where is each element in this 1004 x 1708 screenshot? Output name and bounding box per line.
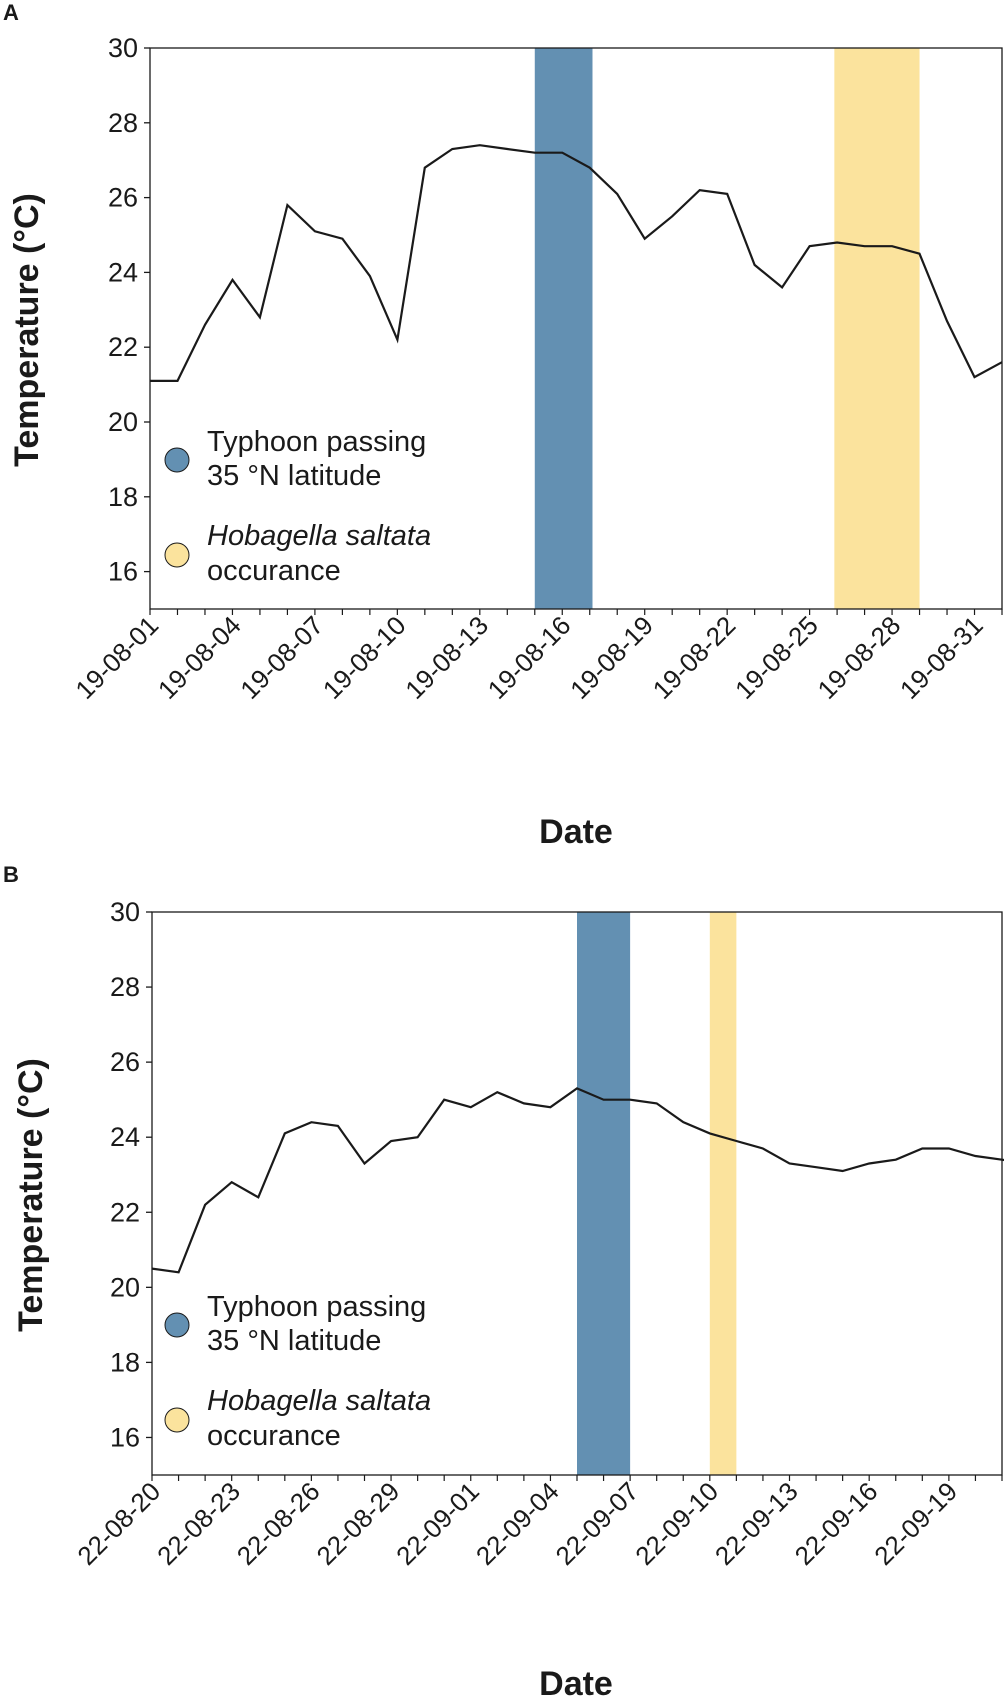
x-tick-label: 19-08-28 [811, 610, 906, 705]
y-tick-label: 18 [108, 482, 138, 512]
legend-typhoon-swatch [164, 447, 190, 473]
x-tick-label: 19-08-07 [234, 610, 329, 705]
y-tick-label: 20 [110, 1272, 140, 1302]
y-tick-label: 22 [110, 1197, 140, 1227]
legend-b: Typhoon passing 35 °N latitude Hobagella… [164, 1291, 431, 1452]
legend-occurrence-label-2: occurance [207, 555, 341, 587]
x-tick-label: 22-09-19 [868, 1476, 963, 1571]
legend-typhoon-swatch [164, 1312, 190, 1338]
x-ticks-b: 22-08-2022-08-2322-08-2622-08-2922-09-01… [71, 1475, 1003, 1571]
x-tick-label: 22-09-07 [550, 1476, 645, 1571]
y-tick-label: 24 [108, 257, 138, 287]
typhoon-band [534, 48, 593, 609]
y-tick-label: 22 [108, 332, 138, 362]
y-tick-label: 30 [108, 33, 138, 63]
temperature-line-a [150, 144, 1003, 382]
y-tick-label: 20 [108, 407, 138, 437]
x-tick-label: 19-08-22 [647, 610, 742, 705]
bands-a [534, 48, 920, 609]
x-tick-label: 19-08-10 [317, 610, 412, 705]
x-axis-label-b: Date [539, 1665, 613, 1703]
x-tick-label: 19-08-04 [152, 610, 247, 705]
x-tick-label: 22-09-04 [470, 1476, 565, 1571]
x-axis-label-a: Date [539, 813, 613, 851]
y-tick-label: 28 [110, 972, 140, 1002]
legend-typhoon-label-1: Typhoon passing [207, 1291, 426, 1323]
x-tick-label: 19-08-19 [564, 610, 659, 705]
plot-border [149, 47, 1003, 610]
x-tick-label: 22-09-10 [629, 1476, 724, 1571]
legend-occurrence-swatch [164, 542, 190, 568]
typhoon-band [577, 912, 631, 1475]
occurrence-band [834, 48, 920, 609]
legend-a: Typhoon passing 35 °N latitude Hobagella… [164, 426, 431, 587]
x-tick-label: 19-08-01 [69, 610, 164, 705]
legend-typhoon-label-1: Typhoon passing [207, 426, 426, 458]
panel-letter-b: B [3, 862, 19, 887]
y-axis-label-b: Temperature (°C) [12, 1058, 50, 1332]
y-tick-label: 30 [110, 897, 140, 927]
y-tick-label: 24 [110, 1122, 140, 1152]
y-tick-label: 26 [110, 1047, 140, 1077]
legend-occurrence-swatch [164, 1407, 190, 1433]
x-tick-label: 22-08-26 [231, 1476, 326, 1571]
x-tick-label: 22-09-16 [789, 1476, 884, 1571]
x-tick-label: 22-08-23 [151, 1476, 246, 1571]
y-tick-label: 18 [110, 1347, 140, 1377]
bands-b [577, 912, 737, 1475]
legend-typhoon-label-2: 35 °N latitude [207, 460, 381, 492]
temperature-line-b [151, 1087, 1004, 1274]
x-tick-label: 22-08-20 [71, 1476, 166, 1571]
legend-occurrence-label-2: occurance [207, 1420, 341, 1452]
x-tick-label: 19-08-13 [399, 610, 494, 705]
legend-typhoon-label-2: 35 °N latitude [207, 1325, 381, 1357]
y-axis-label-a: Temperature (°C) [8, 193, 46, 467]
y-tick-label: 28 [108, 108, 138, 138]
x-tick-label: 19-08-31 [894, 610, 989, 705]
y-ticks-a: 16 18 20 22 24 26 28 30 [108, 33, 150, 587]
x-tick-label: 22-09-01 [390, 1476, 485, 1571]
y-tick-label: 16 [108, 557, 138, 587]
y-tick-label: 16 [110, 1422, 140, 1452]
plot-frame-a [149, 47, 1003, 610]
occurrence-band [709, 912, 737, 1475]
legend-occurrence-label-1: Hobagella saltata [207, 1385, 431, 1417]
legend-occurrence-label-1: Hobagella saltata [207, 520, 431, 552]
x-tick-label: 19-08-25 [729, 610, 824, 705]
x-ticks-a: 19-08-0119-08-0419-08-0719-08-1019-08-13… [69, 609, 1003, 705]
x-tick-label: 19-08-16 [482, 610, 577, 705]
y-tick-label: 26 [108, 183, 138, 213]
panel-letter-a: A [3, 0, 19, 25]
x-tick-label: 22-08-29 [310, 1476, 405, 1571]
y-ticks-b: 16 18 20 22 24 26 28 30 [110, 897, 152, 1452]
x-tick-label: 22-09-13 [709, 1476, 804, 1571]
